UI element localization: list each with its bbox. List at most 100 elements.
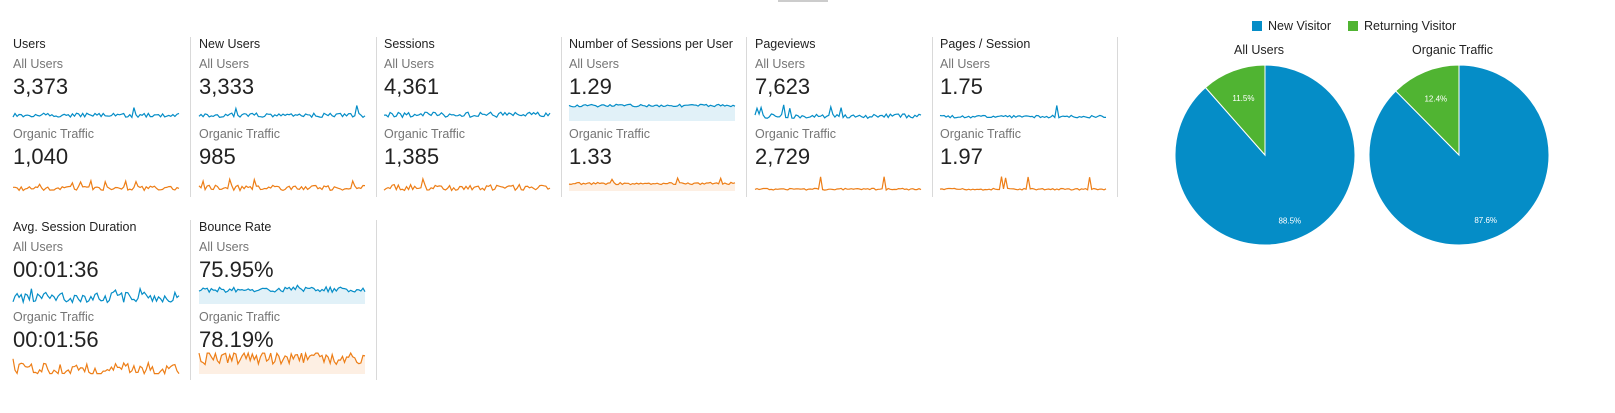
metric-title: Number of Sessions per User (569, 37, 733, 51)
segment-label-all-users: All Users (13, 57, 64, 71)
tile-divider (190, 37, 191, 197)
tile-divider (932, 37, 933, 197)
pie-title-organic-traffic: Organic Traffic (1412, 43, 1494, 57)
tile-divider (190, 220, 191, 380)
sparkline-organic-traffic (754, 176, 922, 192)
sparkline-organic-traffic (198, 177, 366, 192)
view-tab-indicator[interactable] (778, 0, 828, 2)
metric-title: Sessions (384, 37, 435, 51)
sparkline-all-users (12, 107, 180, 119)
metric-value-organic-traffic: 1,385 (384, 144, 440, 169)
metric-value-all-users: 7,623 (755, 74, 811, 99)
sparkline-line (754, 176, 922, 192)
metric-value-organic-traffic: 985 (199, 144, 236, 169)
metric-value-organic-traffic: 2,729 (755, 144, 811, 169)
segment-label-all-users: All Users (755, 57, 806, 71)
sparkline-line (13, 178, 180, 192)
legend-item-new-visitor[interactable]: New Visitor (1252, 19, 1331, 33)
sparkline-line (383, 111, 551, 119)
legend-label: Returning Visitor (1364, 19, 1457, 33)
metric-tile-users[interactable]: Users All Users 3,373 Organic Traffic 1,… (12, 37, 191, 197)
metric-tile-pageviews[interactable]: Pageviews All Users 7,623 Organic Traffi… (754, 37, 933, 197)
sparkline-all-users (12, 286, 180, 305)
segment-label-all-users: All Users (384, 57, 435, 71)
user-type-pie-panel: New Visitor Returning Visitor All Users … (1160, 0, 1615, 413)
legend-swatch-new-visitor (1252, 21, 1262, 31)
metric-value-all-users: 3,333 (199, 74, 255, 99)
pie-slice-label: 88.5% (1278, 217, 1301, 226)
sparkline-all-users (383, 111, 551, 119)
sparkline-line (939, 176, 1107, 191)
metric-value-organic-traffic: 1.33 (569, 144, 612, 169)
metric-tile-bounce-rate[interactable]: Bounce Rate All Users 75.95% Organic Tra… (198, 220, 377, 380)
metric-title: Bounce Rate (199, 220, 272, 234)
segment-label-all-users: All Users (940, 57, 991, 71)
sparkline-line (198, 351, 366, 367)
pie-slice-returning-visitor[interactable] (1204, 64, 1266, 157)
segment-label-organic-traffic: Organic Traffic (755, 127, 837, 141)
pie-slice-label: 11.5% (1232, 94, 1254, 103)
sparkline-all-users (754, 104, 922, 120)
metric-title: Pageviews (755, 37, 816, 51)
metrics-grid: Users All Users 3,373 Organic Traffic 1,… (12, 37, 1118, 380)
metric-value-all-users: 4,361 (384, 74, 440, 99)
sparkline-line (198, 284, 366, 294)
sparkline-line (198, 105, 366, 119)
sparkline-all-users (198, 105, 366, 119)
sparkline-organic-traffic (939, 176, 1107, 191)
metric-value-organic-traffic: 1.97 (940, 144, 983, 169)
pie-slice-returning-visitor[interactable] (1395, 64, 1460, 157)
metric-tile-sessions-per-user[interactable]: Number of Sessions per User All Users 1.… (568, 37, 747, 197)
segment-label-all-users: All Users (199, 57, 250, 71)
pie-slice-label: 87.6% (1474, 216, 1497, 225)
sparkline-line (12, 107, 180, 119)
metric-value-all-users: 75.95% (199, 257, 274, 282)
sparkline-all-users (939, 105, 1106, 119)
legend-label: New Visitor (1268, 19, 1331, 33)
metric-tile-pages-per-session[interactable]: Pages / Session All Users 1.75 Organic T… (939, 37, 1118, 197)
segment-label-all-users: All Users (569, 57, 620, 71)
pie-slice-label: 12.4% (1424, 94, 1447, 103)
metric-value-all-users: 3,373 (13, 74, 69, 99)
segment-label-all-users: All Users (13, 240, 64, 254)
legend-item-returning-visitor[interactable]: Returning Visitor (1348, 19, 1456, 33)
sparkline-area (199, 285, 365, 304)
segment-label-organic-traffic: Organic Traffic (13, 310, 95, 324)
metric-title: Pages / Session (940, 37, 1031, 51)
metric-title: Users (13, 37, 46, 51)
segment-label-organic-traffic: Organic Traffic (940, 127, 1022, 141)
segment-label-organic-traffic: Organic Traffic (199, 127, 281, 141)
sparkline-organic-traffic (12, 358, 180, 376)
metric-tile-sessions[interactable]: Sessions All Users 4,361 Organic Traffic… (383, 37, 562, 197)
metric-tile-new-users[interactable]: New Users All Users 3,333 Organic Traffi… (198, 37, 377, 197)
segment-label-organic-traffic: Organic Traffic (569, 127, 651, 141)
tile-divider (376, 220, 377, 380)
sparkline-area (199, 353, 365, 374)
sparkline-line (383, 176, 551, 192)
sparkline-line (939, 105, 1106, 119)
sparkline-line (568, 103, 736, 108)
sparkline-line (12, 358, 180, 376)
sparkline-organic-traffic (383, 176, 551, 192)
metric-value-all-users: 00:01:36 (13, 257, 99, 282)
metric-value-all-users: 1.75 (940, 74, 983, 99)
sparkline-area (569, 104, 735, 121)
tile-divider (561, 37, 562, 197)
legend-swatch-returning-visitor (1348, 21, 1358, 31)
segment-label-organic-traffic: Organic Traffic (13, 127, 95, 141)
sparkline-organic-traffic (13, 178, 180, 192)
metric-value-organic-traffic: 78.19% (199, 327, 274, 352)
sparkline-line (198, 177, 366, 192)
sparkline-all-users (198, 284, 366, 304)
sparkline-line (754, 104, 922, 120)
segment-label-organic-traffic: Organic Traffic (384, 127, 466, 141)
pie-chart-all-users: 88.5% 11.5% (1174, 64, 1356, 246)
metric-title: New Users (199, 37, 261, 51)
sparkline-organic-traffic (198, 351, 366, 374)
metric-value-all-users: 1.29 (569, 74, 612, 99)
metric-tile-avg-session-duration[interactable]: Avg. Session Duration All Users 00:01:36… (12, 220, 191, 380)
metric-value-organic-traffic: 00:01:56 (13, 327, 99, 352)
sparkline-organic-traffic (568, 176, 736, 191)
segment-label-all-users: All Users (199, 240, 250, 254)
sparkline-line (12, 286, 180, 305)
